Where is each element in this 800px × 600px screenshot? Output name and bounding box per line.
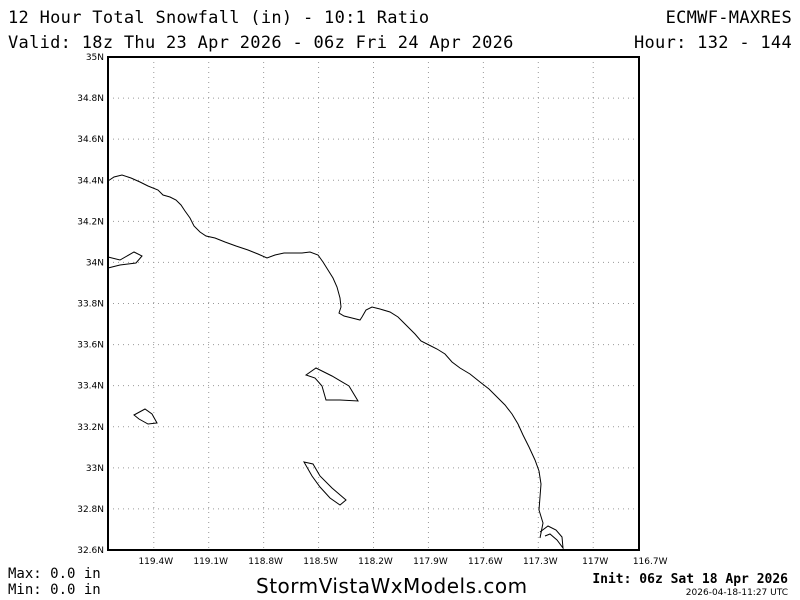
lat-label: 34.6N [77, 135, 104, 145]
lat-label: 35N [86, 53, 104, 63]
latitude-labels: 35N 34.8N 34.6N 34.4N 34.2N 34N 33.8N 33.6N 33.4… [77, 53, 104, 556]
lon-label: 118.5W [303, 557, 338, 567]
lat-label: 34.2N [77, 217, 104, 227]
forecast-hour: Hour: 132 - 144 [633, 33, 792, 53]
lat-label: 34N [86, 258, 104, 268]
init-time: Init: 06z Sat 18 Apr 2026 [592, 572, 788, 587]
mainland-coastline [107, 174, 544, 539]
lon-label: 118.2W [358, 557, 393, 567]
site-watermark: StormVistaWxModels.com [256, 574, 528, 598]
max-value: Max: 0.0 in [8, 566, 101, 582]
lon-label: 118.8W [248, 557, 283, 567]
lon-label: 117.3W [523, 557, 558, 567]
map-grid [108, 57, 639, 550]
coastline [107, 174, 564, 550]
lon-label: 117.6W [468, 557, 503, 567]
model-name: ECMWF-MAXRES [665, 8, 792, 28]
lon-label: 116.7W [633, 557, 668, 567]
coronado-coast [539, 525, 564, 550]
lon-label: 119.4W [138, 557, 173, 567]
lat-label: 32.8N [77, 505, 104, 515]
lat-label: 34.8N [77, 94, 104, 104]
lat-label: 33.6N [77, 341, 104, 351]
lat-label: 33N [86, 464, 104, 474]
lon-label: 117.9W [413, 557, 448, 567]
lat-label: 33.4N [77, 382, 104, 392]
min-value: Min: 0.0 in [8, 582, 101, 598]
map-frame [107, 56, 640, 551]
san-clemente-island [303, 461, 347, 506]
map-title: 12 Hour Total Snowfall (in) - 10:1 Ratio [8, 8, 430, 28]
lat-label: 33.2N [77, 423, 104, 433]
longitude-labels: 119.4W 119.1W 118.8W 118.5W 118.2W 117.9W 117.… [138, 557, 667, 567]
valid-time: Valid: 18z Thu 23 Apr 2026 - 06z Fri 24 … [8, 33, 514, 53]
san-nicolas-island [133, 408, 158, 425]
point-conception-coast [107, 251, 143, 269]
lat-label: 32.6N [77, 546, 104, 556]
lon-label: 117W [582, 557, 608, 567]
generated-timestamp: 2026-04-18-11:27 UTC [685, 588, 788, 598]
lat-label: 34.4N [77, 176, 104, 186]
santa-catalina-island [304, 367, 359, 402]
lon-label: 119.1W [193, 557, 228, 567]
lat-label: 33.8N [77, 300, 104, 310]
